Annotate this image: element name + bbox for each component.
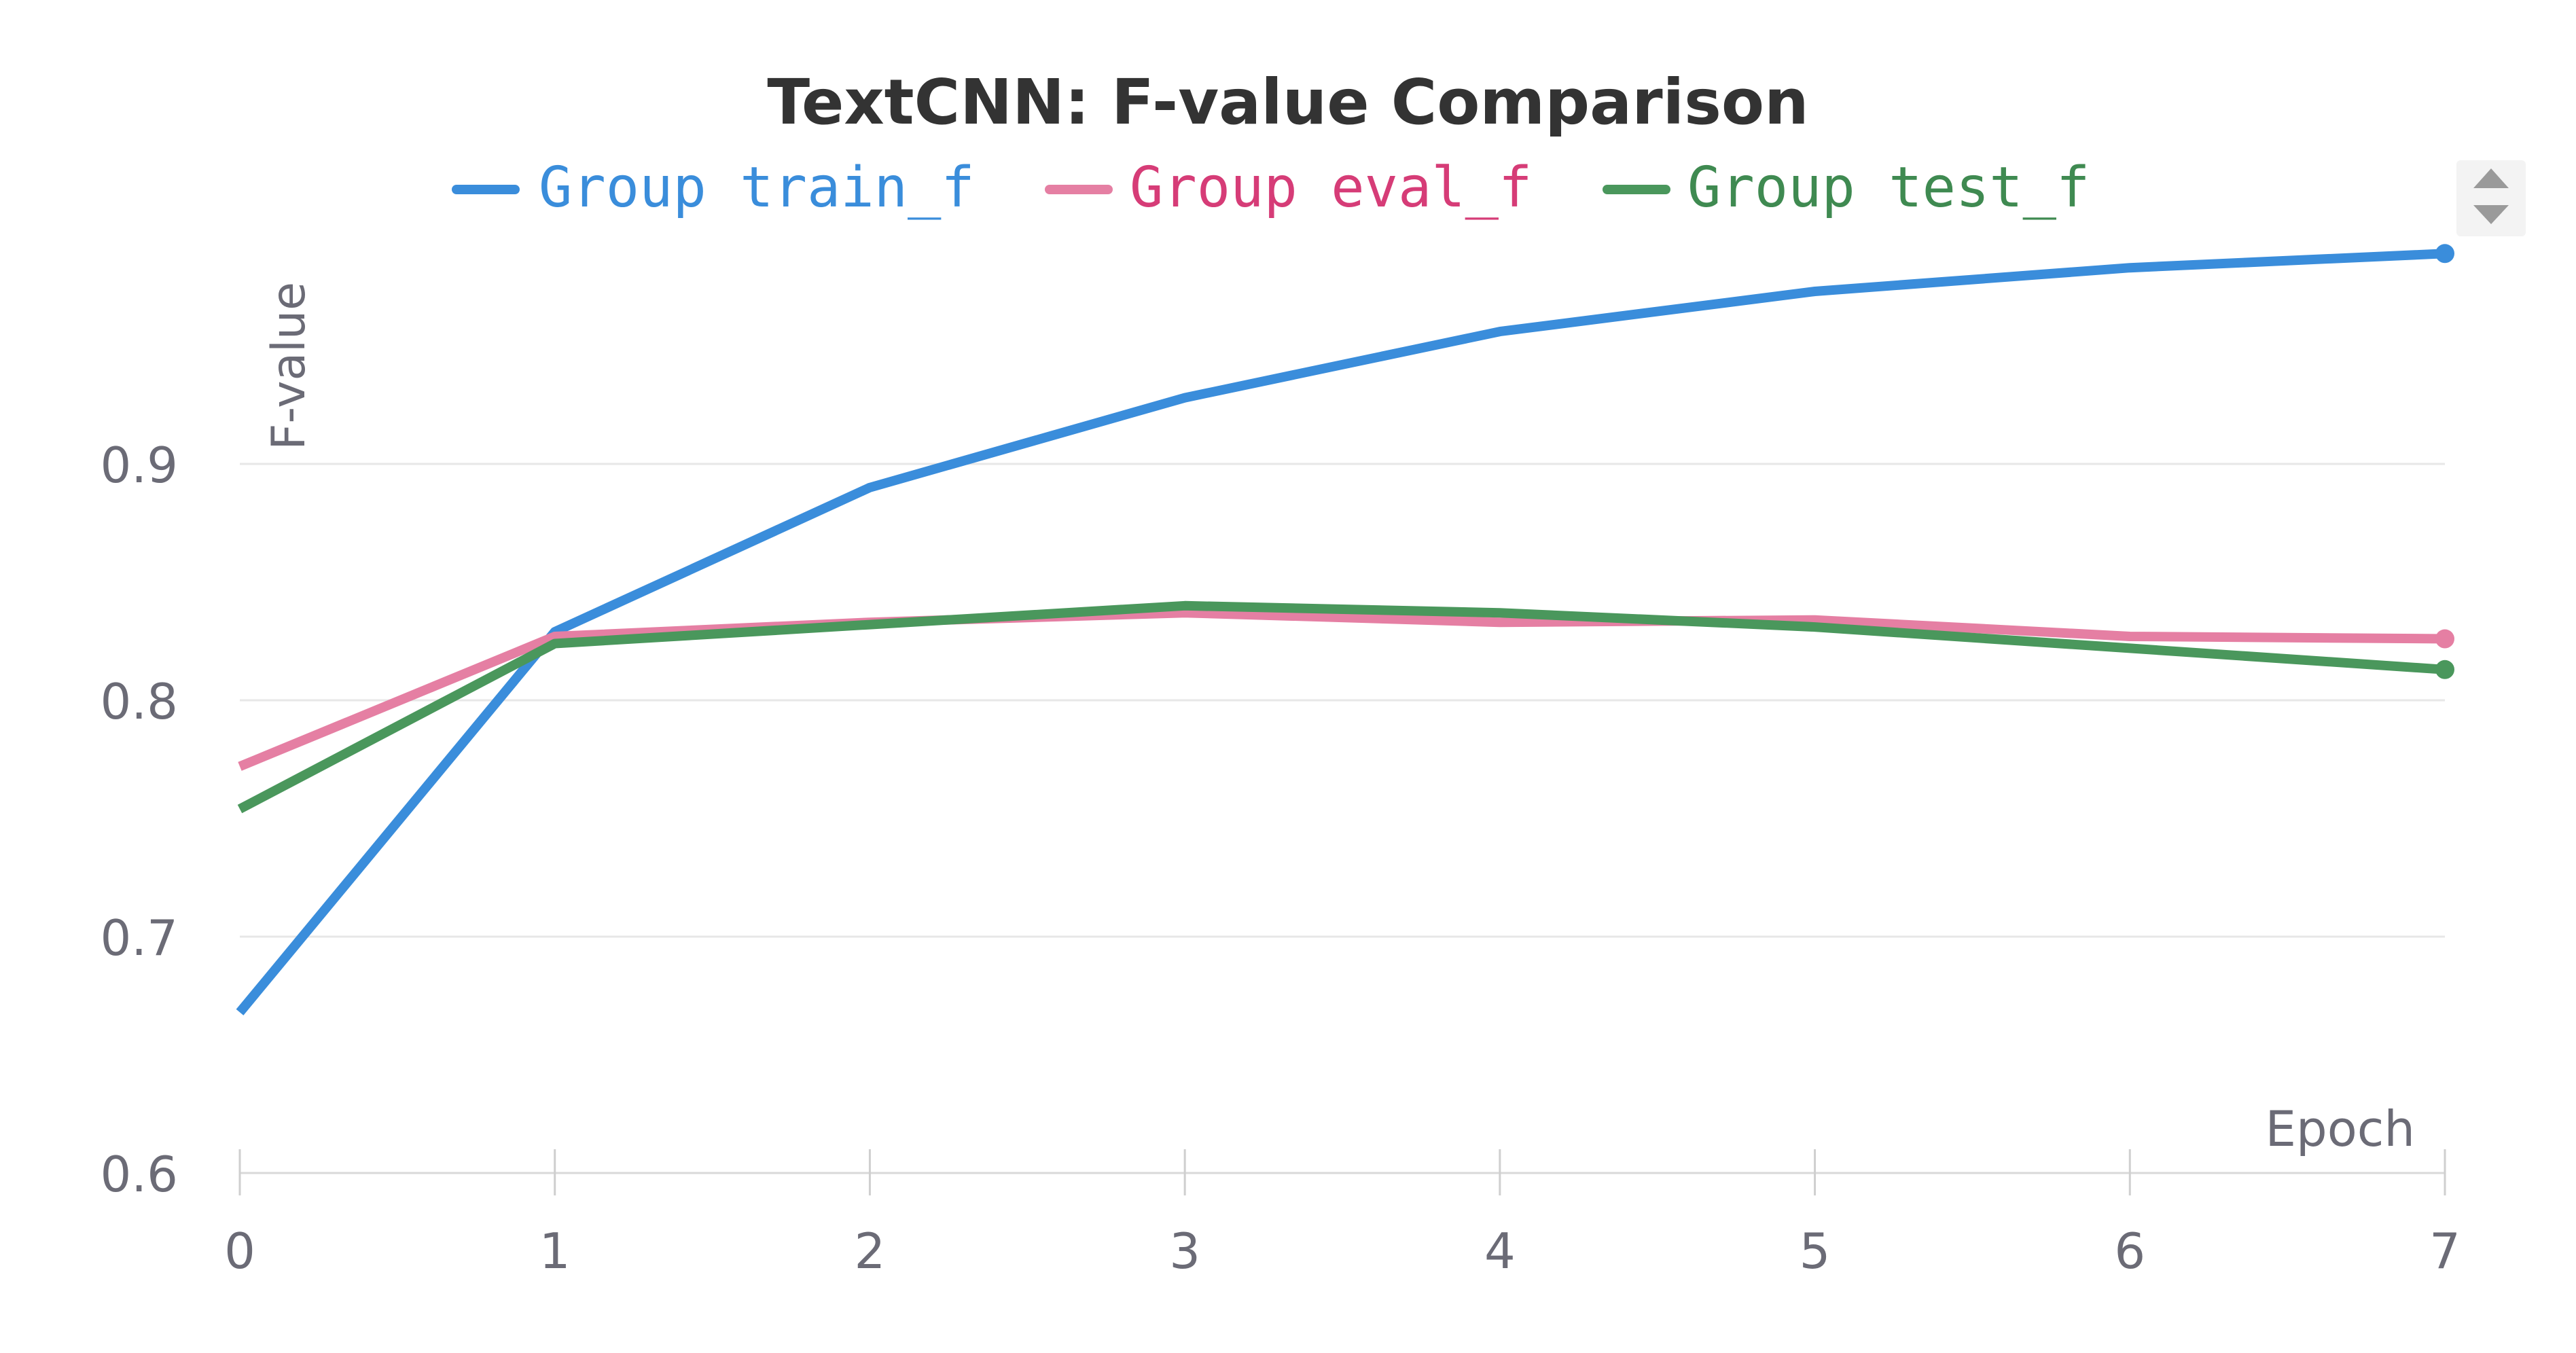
x-axis: 0 1 2 3 4 5 6 7 bbox=[224, 1149, 2461, 1280]
grid bbox=[240, 463, 2445, 938]
x-tick-label: 1 bbox=[539, 1223, 571, 1280]
legend-scroll-up-icon[interactable] bbox=[2473, 168, 2509, 188]
legend-item-2[interactable]: Group test_f bbox=[1603, 156, 2090, 220]
y-tick-label: 0.9 bbox=[100, 437, 178, 494]
x-tick-label: 7 bbox=[2429, 1223, 2461, 1280]
legend-label: Group eval_f bbox=[1130, 156, 1532, 220]
y-tick-label: 0.7 bbox=[100, 909, 178, 967]
x-tick-label: 2 bbox=[855, 1223, 886, 1280]
x-tick-label: 4 bbox=[1484, 1223, 1516, 1280]
legend-label: Group test_f bbox=[1687, 156, 2090, 220]
x-tick-label: 6 bbox=[2114, 1223, 2145, 1280]
x-tick-label: 0 bbox=[224, 1223, 255, 1280]
y-tick-label: 0.6 bbox=[100, 1146, 178, 1203]
legend-scroll-background bbox=[2456, 160, 2526, 236]
x-tick-label: 5 bbox=[1800, 1223, 1831, 1280]
series-end-point-0 bbox=[2435, 244, 2454, 264]
series-line-0 bbox=[236, 249, 2446, 1015]
x-axis-title: Epoch bbox=[2266, 1100, 2415, 1157]
y-axis-title: F-value bbox=[262, 282, 316, 450]
chart-title: TextCNN: F-value Comparison bbox=[767, 66, 1808, 139]
series-end-point-2 bbox=[2435, 660, 2454, 679]
y-tick-label: 0.8 bbox=[100, 673, 178, 730]
legend-item-1[interactable]: Group eval_f bbox=[1045, 156, 1532, 220]
x-tick-label: 3 bbox=[1169, 1223, 1200, 1280]
y-axis: 0.6 0.7 0.8 0.9 bbox=[100, 437, 178, 1203]
legend-scroll-control[interactable] bbox=[2456, 160, 2526, 236]
series-line-2 bbox=[237, 600, 2446, 814]
legend-label: Group train_f bbox=[539, 156, 975, 220]
legend: Group train_f Group eval_f Group test_f bbox=[452, 156, 2090, 220]
legend-scroll-down-icon[interactable] bbox=[2473, 205, 2509, 224]
series-end-point-1 bbox=[2435, 629, 2454, 649]
legend-item-0[interactable]: Group train_f bbox=[452, 156, 975, 220]
series-lines bbox=[236, 244, 2454, 1015]
series-line-1 bbox=[238, 608, 2446, 771]
